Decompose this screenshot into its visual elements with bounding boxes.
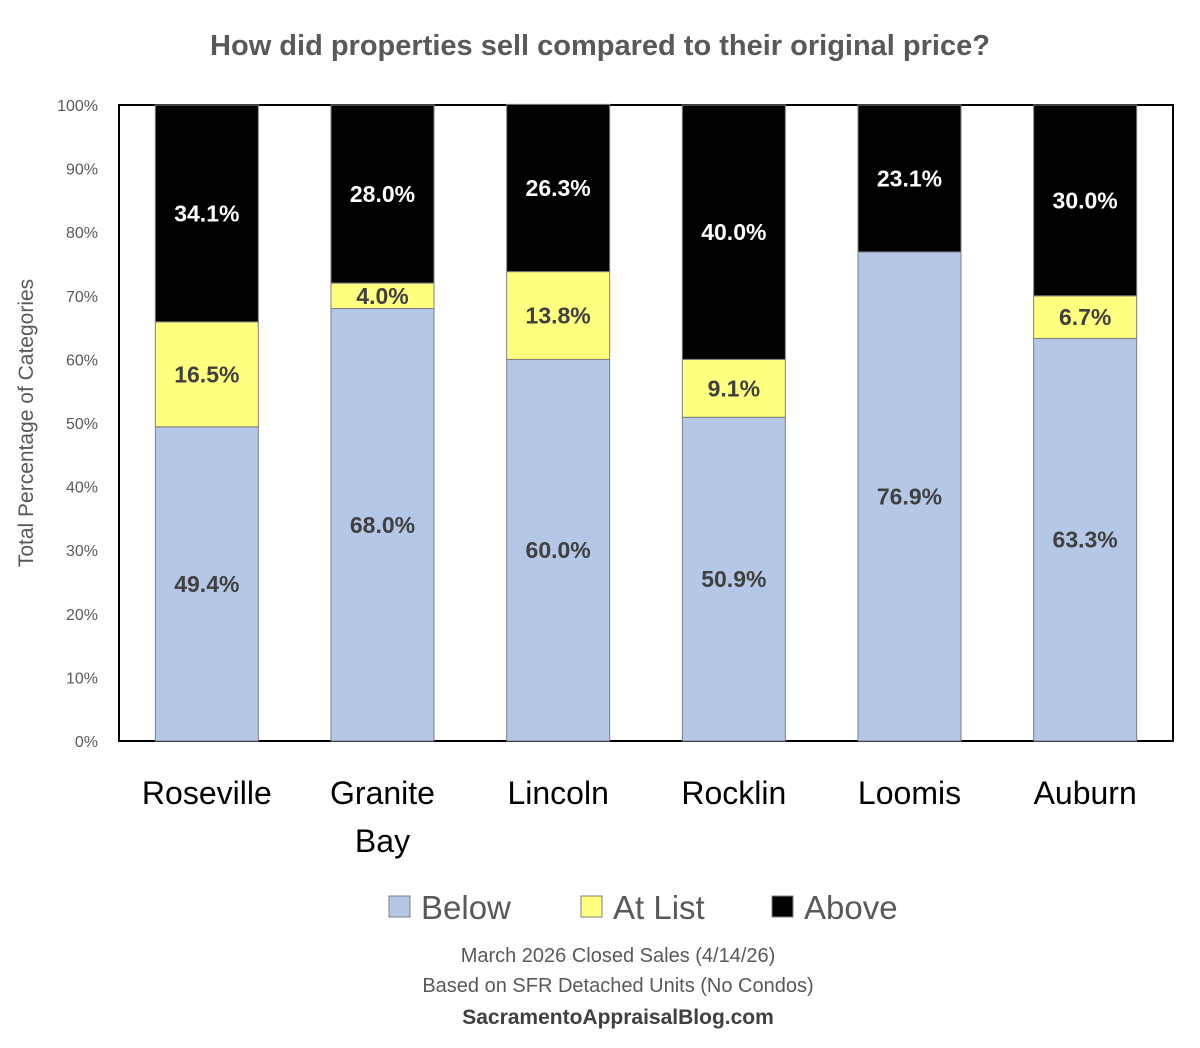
bar-segment-above [681,104,786,360]
x-category-label: Lincoln [507,775,608,811]
data-label: 50.9% [701,566,766,592]
bar-segment-above [1033,104,1138,297]
data-label: 68.0% [350,512,415,538]
data-label: 4.0% [356,283,408,309]
bar-segment-below [1033,337,1138,742]
y-tick-label: 20% [66,607,98,624]
y-tick-label: 70% [66,289,98,306]
y-tick-label: 60% [66,352,98,369]
bar-segment-below [506,358,611,742]
footer-line2: Based on SFR Detached Units (No Condos) [422,975,813,997]
bar-segment-below [330,308,435,742]
y-tick-label: 50% [66,416,98,433]
chart-title: How did properties sell compared to thei… [210,30,990,62]
footer-source: SacramentoAppraisalBlog.com [462,1006,774,1029]
y-axis-label: Total Percentage of Categories [15,279,38,567]
bar-segment-at-list [506,271,611,360]
y-tick-label: 90% [66,162,98,179]
footer-line1: March 2026 Closed Sales (4/14/26) [461,945,776,967]
data-label: 40.0% [701,219,766,245]
bar-segment-above [154,104,259,323]
bar-segment-below [154,426,259,742]
data-label: 13.8% [526,303,591,329]
x-category-label: Roseville [142,775,272,811]
data-label: 49.4% [174,571,239,597]
data-label: 9.1% [708,375,760,401]
bar-segment-above [506,103,611,273]
data-label: 28.0% [350,181,415,207]
data-label: 60.0% [526,537,591,563]
data-label: 16.5% [174,361,239,387]
legend-label: Below [421,889,511,926]
data-label: 76.9% [877,483,942,509]
y-tick-label: 0% [75,734,98,751]
x-category-label: Loomis [858,775,961,811]
data-label: 23.1% [877,165,942,191]
legend-swatch-below [388,895,411,918]
y-tick-label: 80% [66,225,98,242]
legend-label: At List [613,889,705,926]
legend-label: Above [804,889,898,926]
legend-swatch-above [771,895,794,918]
bar-segment-at-list [681,358,786,418]
data-label: 63.3% [1053,527,1118,553]
bar-segment-at-list [154,321,259,428]
plot-area [118,104,1174,742]
x-category-label: Rocklin [681,775,786,811]
data-label: 30.0% [1053,187,1118,213]
data-label: 34.1% [174,200,239,226]
y-tick-label: 40% [66,480,98,497]
bar-segment-above [330,104,435,284]
x-category-label: Auburn [1034,775,1137,811]
y-tick-label: 30% [66,543,98,560]
data-label: 6.7% [1059,304,1111,330]
bar-segment-below [681,416,786,742]
y-tick-label: 100% [57,98,98,115]
y-tick-label: 10% [66,670,98,687]
bar-segment-at-list [330,282,435,310]
x-category-label: Granite Bay [330,775,435,859]
legend-swatch-at-list [580,895,603,918]
data-label: 26.3% [526,175,591,201]
bar-segment-below [857,251,962,742]
bar-segment-at-list [1033,295,1138,339]
bar-segment-above [857,104,962,253]
